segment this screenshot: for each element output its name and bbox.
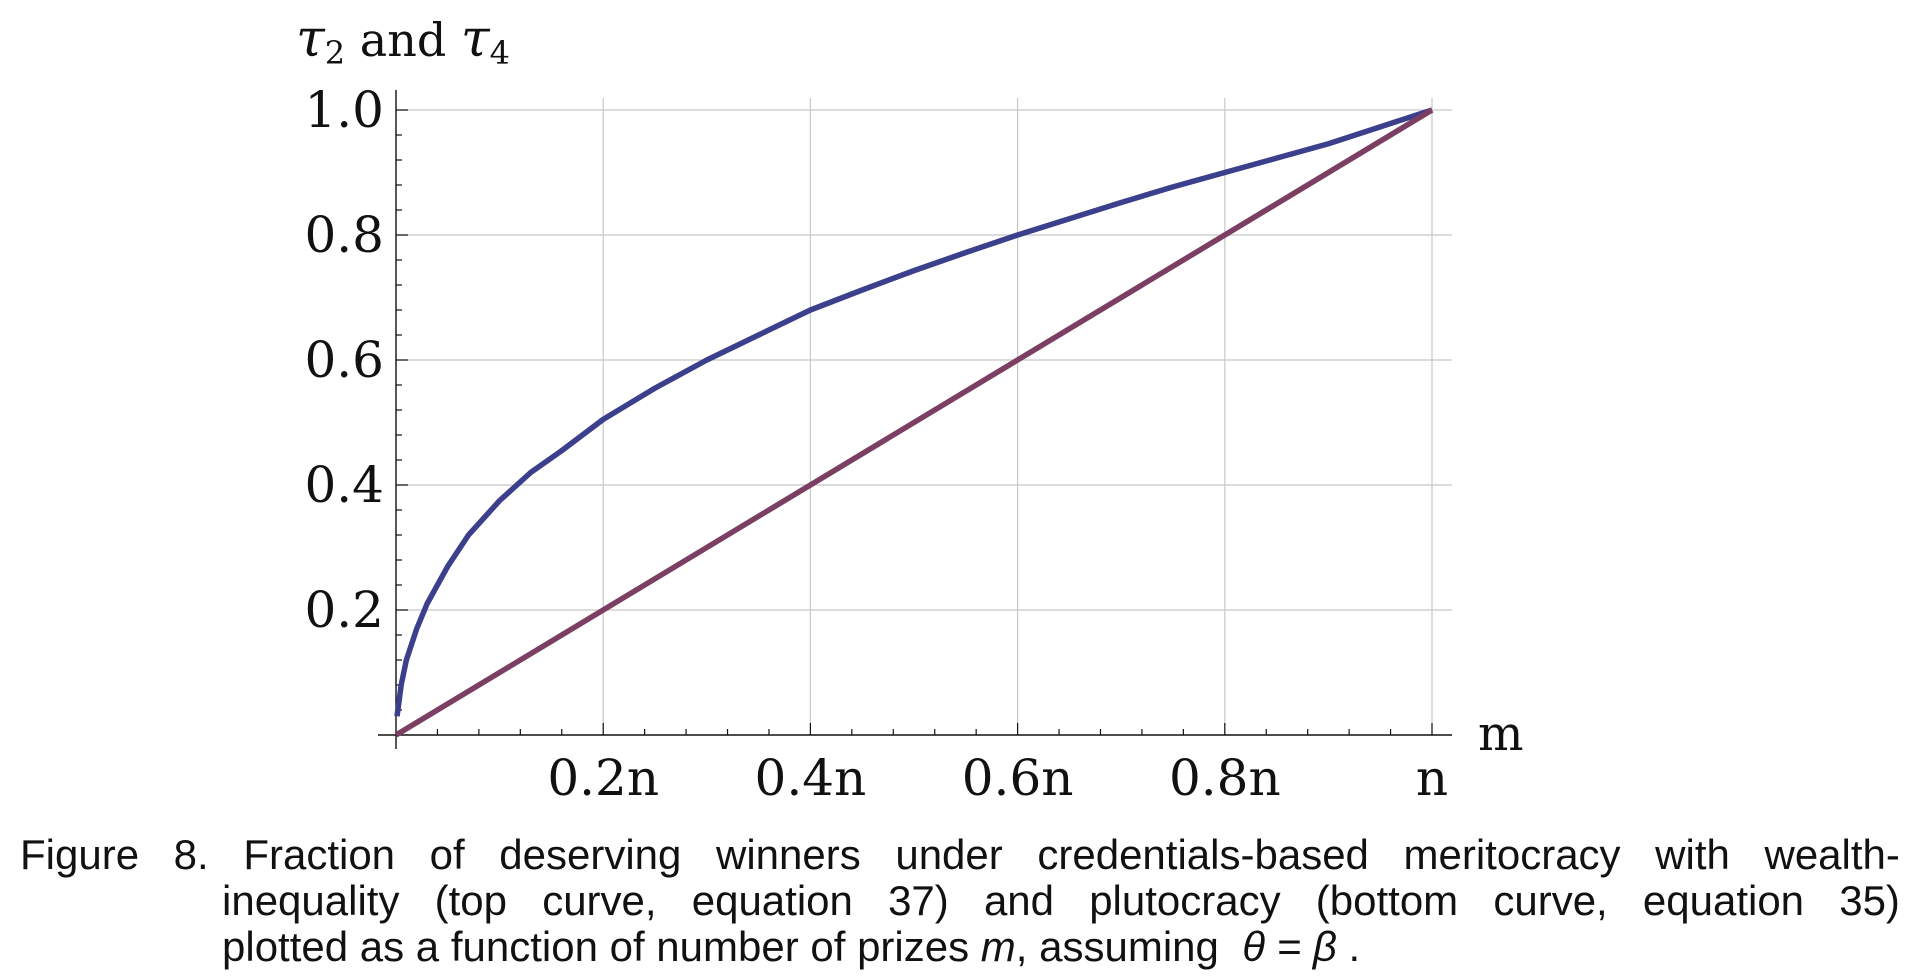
caption-word: equation (691, 877, 853, 924)
y-axis-label-part: 2 (325, 34, 345, 72)
y-tick-label: 1.0 (304, 81, 384, 139)
y-axis-label-part: 4 (490, 34, 510, 72)
y-tick-label: 0.2 (304, 581, 384, 639)
y-tick-labels: 0.2 0.4 0.6 0.8 1.0 (304, 81, 384, 639)
caption-word: equation (1642, 877, 1805, 924)
caption-word: of (429, 831, 465, 878)
caption-word: wealth- (1764, 831, 1900, 878)
caption-line-2: inequality (top curve, equation 37) and plutoc… (20, 878, 1900, 924)
caption-variable-m: m (980, 923, 1016, 970)
x-tick-label: n (1416, 749, 1448, 807)
y-tick-label: 0.6 (304, 331, 384, 389)
caption-word: with (1655, 831, 1730, 878)
chart: 0.2n 0.4n 0.6n 0.8n n 0.20.40.60.81.0 m τ2 a… (296, 9, 1524, 807)
y-tick-label: 0.4 (304, 456, 384, 514)
caption-word: and (983, 877, 1055, 924)
caption-word: meritocracy (1403, 831, 1621, 878)
caption-word: plutocracy (1089, 877, 1281, 924)
caption-line-3: plotted as a function of number of prize… (20, 924, 1900, 970)
caption-word: deserving (499, 831, 682, 878)
caption-word: credentials-based (1037, 831, 1369, 878)
x-tick-label: 0.8n (1169, 749, 1281, 807)
series-line-top-curve (394, 107, 1433, 717)
caption-line-1: Figure 8. Fraction of deserving winners under c… (20, 832, 1900, 878)
caption-text: plotted as a function of number of prize… (222, 923, 981, 970)
caption-word: curve, (1493, 877, 1608, 924)
grid-lines (396, 98, 1452, 735)
y-axis-label-part: τ (296, 9, 326, 69)
x-tick-labels: 0.2n 0.4n 0.6n 0.8n n (547, 749, 1448, 807)
x-tick-label: 0.4n (755, 749, 867, 807)
caption-word: 8. (173, 831, 209, 878)
y-tick-label: 0.8 (304, 206, 384, 264)
axes: 0.2n 0.4n 0.6n 0.8n n 0.2 0.4 0.6 0.8 1.0 (304, 81, 1452, 807)
tick-marks (396, 109, 1433, 735)
caption-word: 35) (1839, 877, 1900, 924)
caption-word: under (895, 831, 1003, 878)
x-tick-label: 0.6n (962, 749, 1074, 807)
y-axis-label: τ2 and τ4 (296, 9, 510, 72)
figure-caption: Figure 8. Fraction of deserving winners under c… (20, 832, 1900, 970)
caption-word: (bottom (1315, 877, 1459, 924)
series-line-bottom-curve (394, 107, 1434, 738)
y-axis-label-part: and (345, 13, 461, 67)
caption-word: 37) (888, 877, 949, 924)
caption-text: . (1336, 923, 1361, 970)
caption-equation: θ = β (1242, 923, 1337, 970)
caption-word: winners (716, 831, 861, 878)
caption-text: , assuming (1015, 923, 1231, 970)
caption-word: Fraction (243, 831, 396, 878)
x-axis-label: m (1478, 706, 1524, 762)
y-axis-label-part: τ (461, 9, 491, 69)
caption-word: inequality (222, 877, 400, 924)
series-lines (394, 107, 1434, 738)
caption-word: (top (434, 877, 508, 924)
x-tick-label: 0.2n (547, 749, 659, 807)
caption-word: Figure (20, 831, 140, 878)
caption-word: curve, (542, 877, 657, 924)
